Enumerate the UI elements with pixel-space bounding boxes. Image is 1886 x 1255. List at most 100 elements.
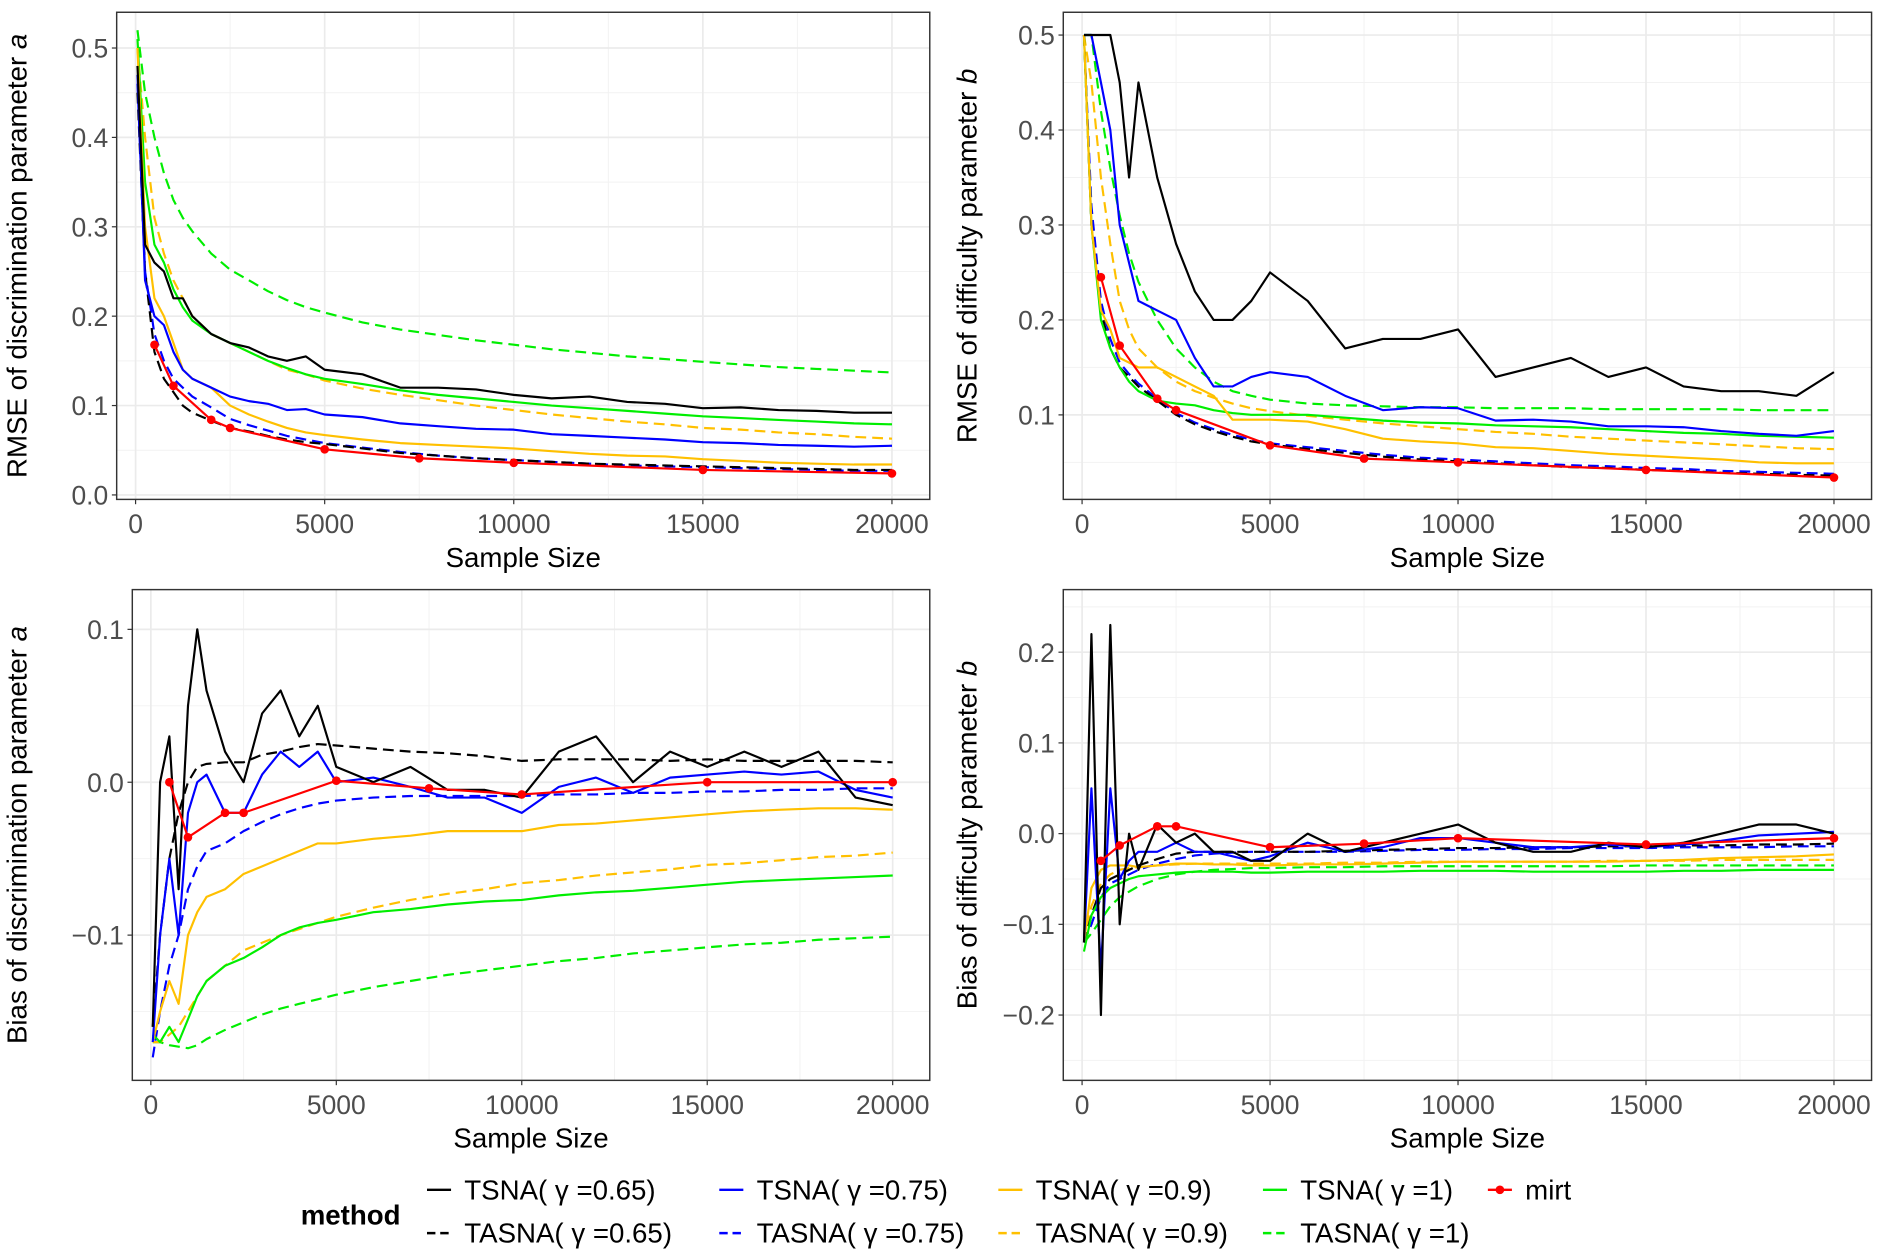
legend: method TSNA( γ =0.65) TSNA( γ =0.75) TSNA(… — [301, 1174, 1572, 1248]
x-tick-label: 15000 — [1609, 509, 1683, 539]
series-line-tasna-0.65 — [151, 742, 893, 1027]
y-tick-label: −0.2 — [1003, 1001, 1055, 1031]
panel-border — [1062, 11, 1873, 501]
plot-background — [1063, 12, 1872, 500]
legend-label: TSNA( γ =0.9) — [1036, 1174, 1212, 1205]
series-line-tsna-0.75 — [136, 74, 893, 448]
plot-background — [116, 12, 930, 500]
x-tick-label: 5000 — [307, 1090, 366, 1120]
legend-label: TASNA( γ =0.75) — [757, 1218, 965, 1249]
x-tick-label: 10000 — [1421, 509, 1495, 539]
series-line-tsna-0.9 — [151, 807, 893, 1043]
mirt-point — [169, 381, 178, 391]
series-line-tsna-1 — [136, 39, 893, 426]
mirt-point — [698, 465, 708, 475]
series-line-tsna-0.65 — [136, 65, 893, 414]
y-axis-title-variable: a — [1, 626, 32, 641]
mirt-point — [1115, 841, 1125, 850]
x-tick-label: 0 — [1075, 1090, 1090, 1120]
y-tick-label: 0.4 — [71, 123, 108, 153]
x-tick-label: 15000 — [1609, 1090, 1683, 1120]
legend-label: TSNA( γ =0.65) — [464, 1174, 655, 1205]
series-line-tasna-1 — [1083, 33, 1834, 412]
legend-item: TASNA( γ =0.75) — [719, 1218, 964, 1249]
x-tick-label: 20000 — [856, 1090, 930, 1120]
series-line-tsna-0.65 — [1082, 623, 1835, 1017]
y-axis-title-text: RMSE of difficulty parameter — [952, 84, 983, 443]
series-line-tsna-0.9 — [136, 47, 893, 466]
mirt-point — [1096, 856, 1106, 866]
mirt-point — [331, 776, 341, 786]
mirt-point — [1171, 405, 1181, 415]
x-tick-label: 10000 — [1421, 1090, 1495, 1120]
mirt-point — [517, 790, 527, 799]
mirt-point — [414, 453, 424, 463]
y-tick-label: 0.1 — [1018, 729, 1055, 759]
x-axis-title: Sample Size — [1390, 1123, 1545, 1154]
y-tick-label: 0.1 — [71, 391, 108, 421]
series-line-tasna-0.75 — [1082, 34, 1834, 475]
y-tick-label: 0.3 — [71, 212, 108, 242]
mirt-point — [1115, 341, 1125, 350]
mirt-point — [183, 832, 193, 842]
y-tick-label: 0.2 — [1018, 306, 1055, 336]
y-axis-title-variable: b — [952, 661, 983, 676]
mirt-point — [1265, 842, 1275, 852]
panel-border — [131, 588, 931, 1082]
legend-item: TASNA( γ =0.9) — [998, 1218, 1228, 1249]
legend-label: TASNA( γ =0.65) — [464, 1218, 672, 1249]
y-axis-title: RMSE of difficulty parameter b — [952, 69, 983, 444]
series-line-tasna-0.65 — [136, 92, 893, 472]
x-tick-label: 15000 — [670, 1090, 744, 1120]
mirt-point — [1829, 833, 1839, 843]
mirt-point — [1265, 440, 1275, 450]
x-axis-title: Sample Size — [1390, 542, 1545, 573]
mirt-point — [320, 445, 330, 454]
x-tick-label: 0 — [1075, 509, 1090, 539]
y-tick-label: 0.5 — [1018, 21, 1055, 51]
y-axis-title-variable: a — [1, 34, 32, 49]
series-line-tsna-0.65 — [151, 628, 893, 1027]
y-tick-label: 0.5 — [71, 34, 108, 64]
series-line-tasna-1 — [152, 935, 893, 1050]
y-tick-label: 0.0 — [1018, 819, 1055, 849]
mirt-point — [165, 777, 174, 787]
y-tick-label: 0.1 — [1018, 401, 1055, 431]
legend-item: TASNA( γ =1) — [1262, 1218, 1470, 1249]
x-tick-label: 5000 — [1241, 509, 1300, 539]
y-axis-title-text: Bias of difficulty parameter — [952, 676, 983, 1009]
x-tick-label: 20000 — [1797, 509, 1871, 539]
legend-item: TSNA( γ =0.65) — [426, 1174, 656, 1205]
mirt-point — [239, 808, 248, 818]
mirt-point — [1152, 822, 1162, 831]
series-line-tasna-0.9 — [136, 47, 893, 440]
x-tick-label: 0 — [143, 1090, 158, 1120]
mirt-point — [206, 415, 216, 425]
y-axis-title-text: RMSE of discrimination parameter — [1, 49, 32, 478]
series-group — [136, 30, 897, 478]
x-tick-label: 10000 — [485, 1090, 559, 1120]
legend-label: TASNA( γ =0.9) — [1036, 1218, 1228, 1249]
mirt-point — [1096, 272, 1106, 282]
legend-item: TSNA( γ =0.75) — [719, 1174, 948, 1205]
plot-background — [132, 589, 930, 1081]
panel-3: 0 5000 10000 15000 20000 −0.1 0.0 0.1 Sample Siz… — [1, 588, 931, 1154]
y-axis-title: RMSE of discrimination parameter a — [1, 34, 32, 478]
y-tick-label: 0.2 — [1018, 638, 1055, 668]
series-line-tsna-1 — [1082, 34, 1834, 439]
mirt-point — [1359, 454, 1369, 463]
mirt-point — [225, 423, 235, 433]
series-line-tsna-0.75 — [151, 750, 893, 1043]
y-axis-title: Bias of discrimination parameter a — [1, 626, 32, 1044]
y-tick-label: −0.1 — [72, 921, 124, 951]
mirt-point — [888, 777, 898, 787]
mirt-point — [1453, 458, 1463, 467]
mirt-point — [1359, 839, 1369, 848]
y-tick-label: 0.1 — [87, 615, 124, 645]
mirt-point — [1641, 840, 1651, 849]
mirt-point — [1641, 465, 1651, 475]
series-group — [1082, 33, 1839, 482]
series-line-tsna-0.75 — [1083, 33, 1835, 437]
panel-border — [1062, 588, 1873, 1082]
